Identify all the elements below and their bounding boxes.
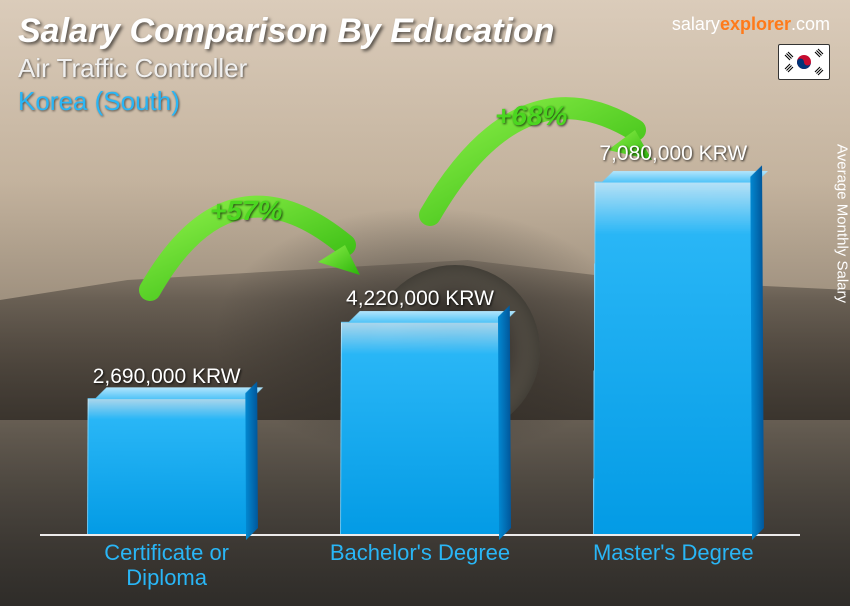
bar-value-1: 4,220,000 KRW [346,287,494,311]
bar-0 [87,398,247,534]
brand-highlight: explorer [720,14,791,34]
bars-row: 2,690,000 KRW 4,220,000 KRW 7,080,000 KR… [40,142,800,534]
brand-prefix: salary [672,14,720,34]
brand-watermark: salaryexplorer.com [672,14,830,35]
category-labels: Certificate or Diploma Bachelor's Degree… [40,540,800,594]
bar-value-0: 2,690,000 KRW [93,365,241,389]
chart-baseline [40,534,800,536]
increase-label-2: +68% [495,100,567,132]
country-flag-icon [778,44,830,80]
category-label-1: Bachelor's Degree [320,540,520,594]
bar-value-2: 7,080,000 KRW [599,142,747,166]
category-label-0: Certificate or Diploma [67,540,267,594]
category-label-2: Master's Degree [573,540,773,594]
country-name: Korea (South) [18,86,832,117]
bar-2 [593,182,753,534]
bar-group-1: 4,220,000 KRW [320,287,520,534]
brand-suffix: .com [791,14,830,34]
bar-group-0: 2,690,000 KRW [67,365,267,534]
infographic-container: Salary Comparison By Education Air Traff… [0,0,850,606]
bar-group-2: 7,080,000 KRW [573,142,773,534]
job-title: Air Traffic Controller [18,53,832,84]
y-axis-label: Average Monthly Salary [834,144,850,303]
bar-1 [340,322,500,534]
